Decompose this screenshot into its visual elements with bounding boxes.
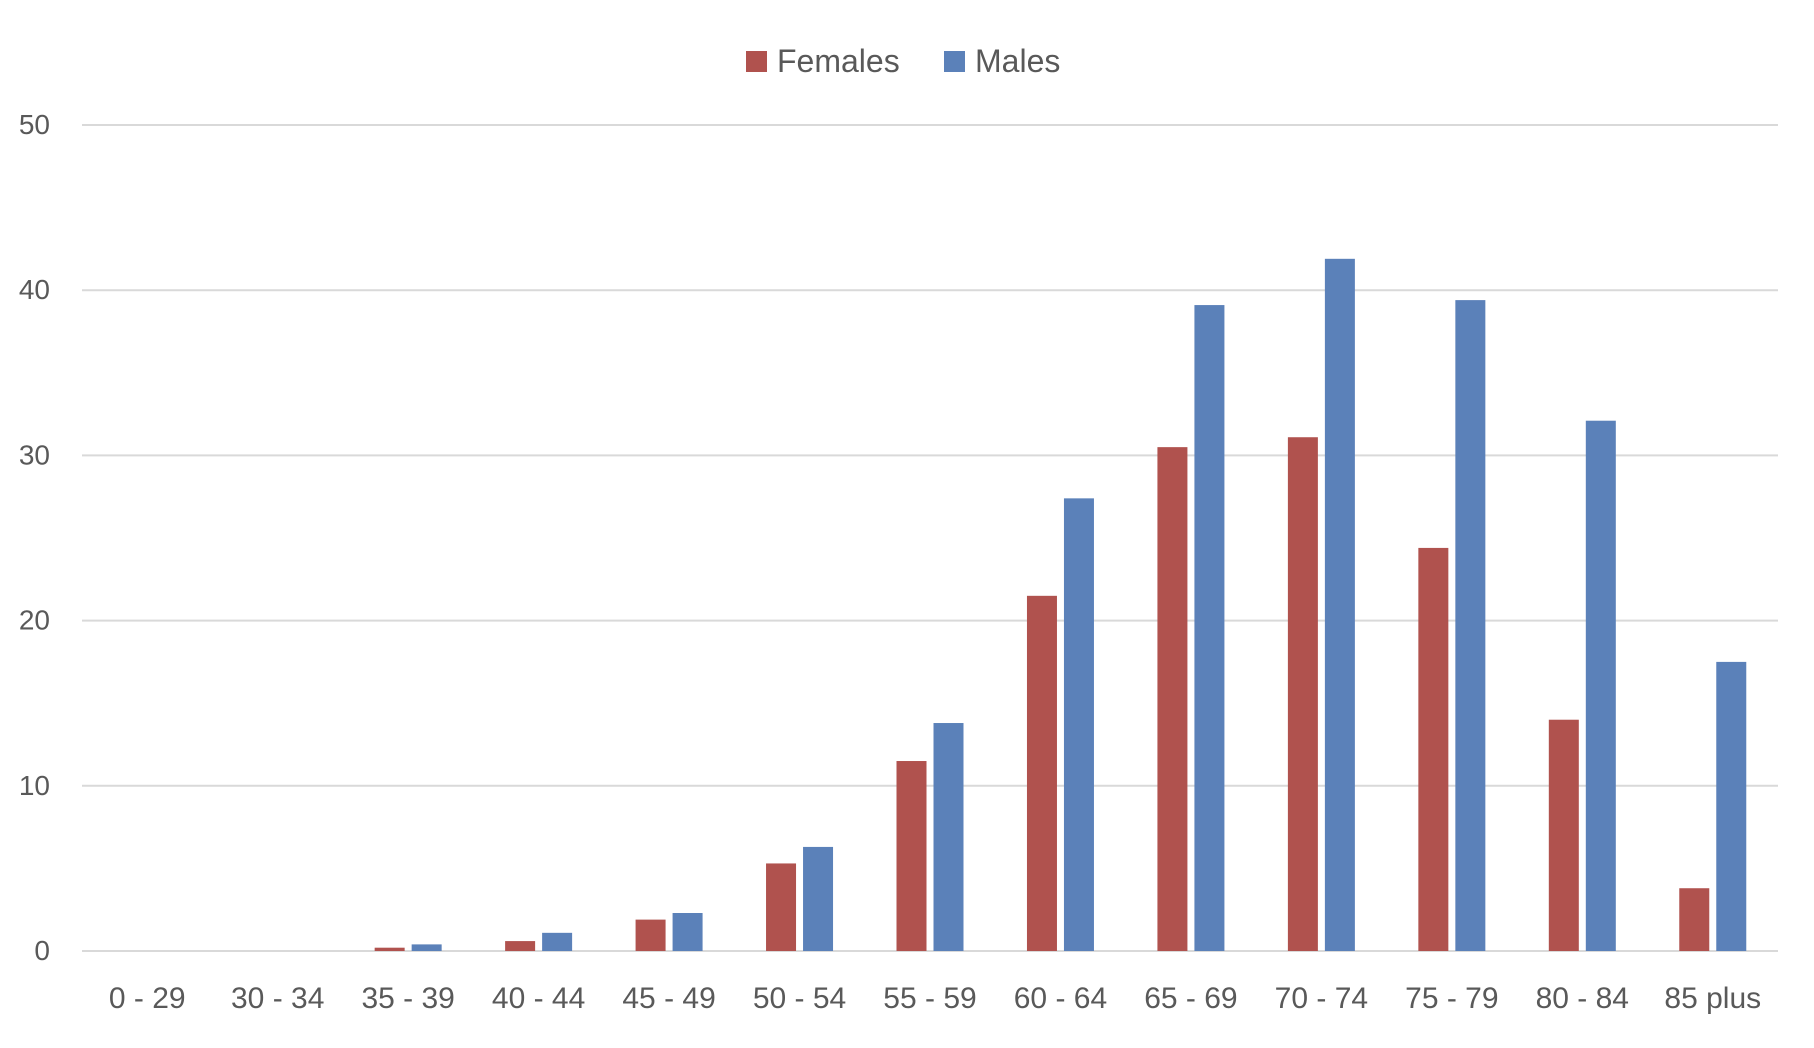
x-tick-label: 55 - 59 xyxy=(883,982,976,1015)
y-axis-tick-labels: 0 10 20 30 40 50 xyxy=(19,109,50,966)
x-tick-label: 40 - 44 xyxy=(492,982,585,1015)
legend: Females Males xyxy=(746,43,1060,79)
bar-males-60-64 xyxy=(1063,498,1094,951)
bar-males-85plus xyxy=(1716,661,1747,951)
y-tick-label: 30 xyxy=(19,439,50,470)
x-tick-label: 70 - 74 xyxy=(1275,982,1368,1015)
bar-males-50-54 xyxy=(803,846,834,951)
gridlines xyxy=(82,124,1778,952)
y-tick-label: 10 xyxy=(19,770,50,801)
legend-swatch-females xyxy=(746,51,767,72)
bar-females-40-44 xyxy=(505,941,536,951)
x-tick-label: 50 - 54 xyxy=(753,982,846,1015)
x-tick-label: 0 - 29 xyxy=(109,982,186,1015)
x-tick-label: 45 - 49 xyxy=(622,982,715,1015)
x-tick-label: 80 - 84 xyxy=(1536,982,1629,1015)
bar-males-65-69 xyxy=(1194,305,1225,951)
x-tick-label: 30 - 34 xyxy=(231,982,324,1015)
bar-females-65-69 xyxy=(1157,447,1188,951)
bar-females-55-59 xyxy=(896,761,927,951)
bar-males-55-59 xyxy=(933,723,964,951)
bar-females-45-49 xyxy=(635,919,666,951)
bar-males-75-79 xyxy=(1455,300,1486,951)
x-tick-label: 60 - 64 xyxy=(1014,982,1107,1015)
x-tick-label: 85 plus xyxy=(1664,982,1761,1015)
x-tick-label: 75 - 79 xyxy=(1405,982,1498,1015)
bar-females-70-74 xyxy=(1287,437,1318,951)
y-tick-label: 50 xyxy=(19,109,50,140)
legend-label-females: Females xyxy=(777,43,900,79)
y-tick-label: 20 xyxy=(19,605,50,636)
bar-males-35-39 xyxy=(411,944,442,951)
bar-males-80-84 xyxy=(1585,420,1616,951)
legend-swatch-males xyxy=(944,51,965,72)
y-tick-label: 0 xyxy=(34,935,50,966)
x-tick-label: 65 - 69 xyxy=(1144,982,1237,1015)
bar-males-40-44 xyxy=(542,932,573,951)
bar-females-60-64 xyxy=(1026,595,1057,951)
bars xyxy=(374,258,1747,951)
bar-females-75-79 xyxy=(1418,547,1449,951)
x-axis-tick-labels: 0 - 29 30 - 34 35 - 39 40 - 44 45 - 49 50 - 5… xyxy=(109,982,1761,1015)
x-tick-label: 35 - 39 xyxy=(361,982,454,1015)
bar-females-85plus xyxy=(1679,888,1710,951)
bar-males-70-74 xyxy=(1324,258,1355,951)
bar-females-50-54 xyxy=(766,863,797,951)
legend-label-males: Males xyxy=(975,43,1060,79)
bar-males-45-49 xyxy=(672,913,703,951)
bar-females-80-84 xyxy=(1548,719,1579,951)
bar-females-35-39 xyxy=(374,947,405,951)
y-tick-label: 40 xyxy=(19,274,50,305)
